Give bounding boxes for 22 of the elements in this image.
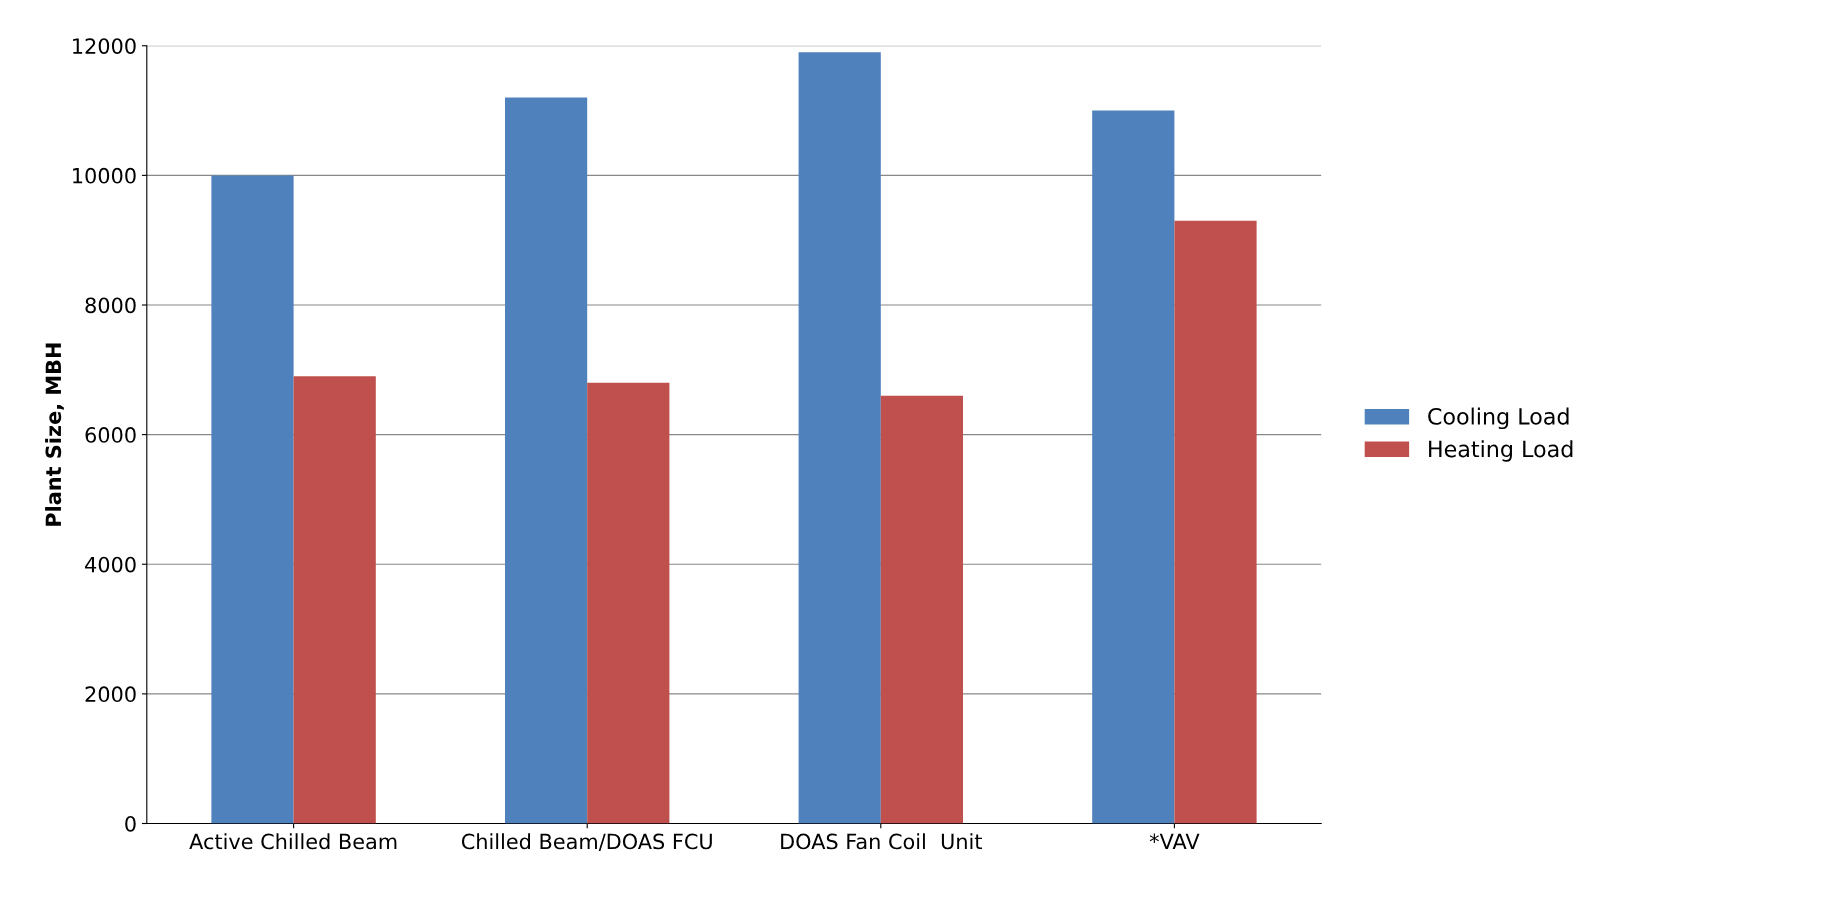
bar — [880, 395, 964, 824]
legend-label: Heating Load — [1429, 440, 1573, 462]
y-tick-label: 8000 — [85, 297, 136, 314]
y-tick-label: 4000 — [85, 556, 136, 573]
bar — [504, 97, 588, 824]
bar — [587, 382, 670, 824]
y-tick-label: 6000 — [85, 427, 136, 443]
bar — [1174, 220, 1257, 824]
y-tick-label: 0 — [125, 815, 136, 832]
y-tick-label: 12000 — [73, 38, 136, 54]
y-tick-label: 2000 — [85, 686, 136, 703]
x-tick-label: Chilled Beam/DOAS FCU — [461, 833, 712, 851]
legend-label: Cooling Load — [1428, 407, 1569, 430]
bar — [798, 52, 881, 824]
x-tick-label: DOAS Fan Coil Unit — [781, 833, 982, 850]
y-tick-label: 10000 — [73, 167, 136, 184]
bar — [211, 175, 294, 824]
y-axis-title: Plant Size, MBH — [45, 343, 64, 526]
x-tick-label: *VAV — [1149, 833, 1200, 850]
bar — [1092, 110, 1175, 824]
bar — [293, 376, 376, 824]
x-tick-label: Active Chilled Beam — [189, 833, 397, 850]
